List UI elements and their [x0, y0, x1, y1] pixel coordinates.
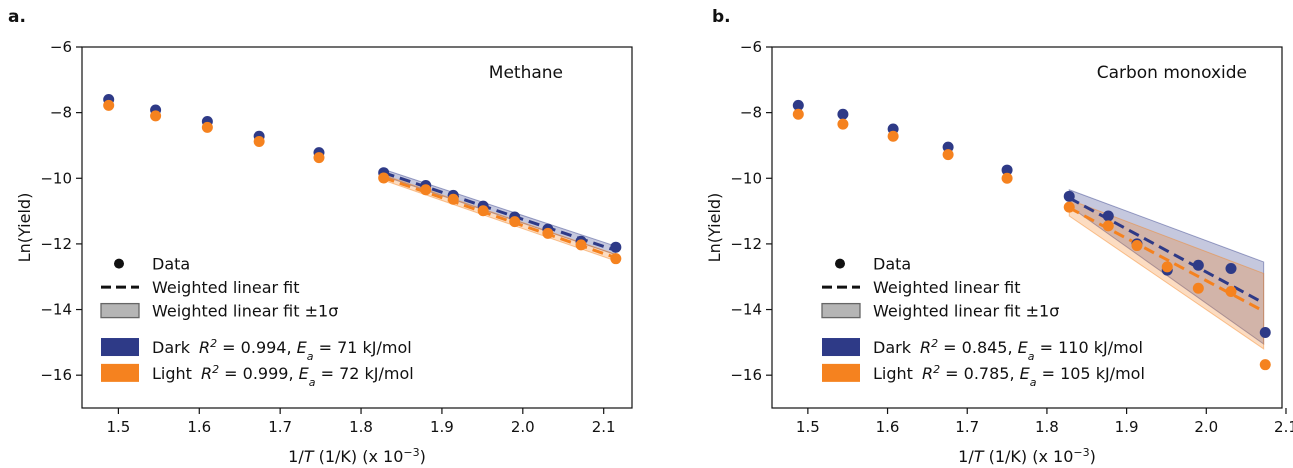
x-tick-label: 1.9: [430, 418, 454, 436]
data-point-light: [447, 193, 459, 205]
data-point-light: [1161, 261, 1173, 273]
data-point-light: [1259, 359, 1271, 371]
carbon-monoxide-chart-svg: b. 1.5 1.6 1.7 1.8 1.9 2.0 2.1 −6 −8 −10 −12 −14 −16 1…: [705, 7, 1293, 467]
legend-data-marker: [835, 258, 845, 269]
legend-swatch-light: [822, 363, 860, 382]
x-tick-label: 2.1: [592, 418, 616, 436]
data-point-light: [792, 108, 804, 120]
data-point-light: [378, 172, 390, 184]
methane-chart-svg: a. 1.5 1.6 1.7 1.8 1.9 2.0 2.1 −6 −8 −10 −12 −14 −16 1…: [8, 7, 633, 467]
fit-line-dark: [1068, 196, 1265, 305]
y-tick-label: −14: [730, 301, 762, 319]
legend-fit-label: Weighted linear fit: [873, 278, 1021, 297]
legend-label-dark: Dark R2 = 0.845, Ea = 110 kJ/mol: [873, 337, 1143, 363]
data-point-dark: [1225, 263, 1237, 275]
y-tick-label: −14: [40, 301, 72, 319]
x-tick-label: 2.0: [511, 418, 535, 436]
data-point-light: [1131, 240, 1143, 252]
data-point-light: [1225, 285, 1237, 297]
data-point-dark: [1259, 327, 1271, 339]
data-point-light: [509, 216, 521, 228]
y-tick-label: −6: [50, 38, 72, 56]
chart-annotation: Methane: [489, 63, 563, 83]
data-point-light: [1192, 282, 1204, 294]
data-point-light: [420, 184, 432, 196]
legend-swatch-light: [101, 363, 139, 382]
panel-label: a.: [8, 7, 26, 27]
x-tick-label: 1.5: [106, 418, 130, 436]
data-point-light: [150, 110, 162, 122]
data-point-light: [201, 121, 213, 133]
x-tick-label: 1.6: [187, 418, 211, 436]
y-tick-label: −10: [40, 169, 72, 187]
y-tick-label: −6: [740, 38, 762, 56]
data-point-dark: [1063, 190, 1075, 202]
y-tick-label: −10: [730, 169, 762, 187]
x-tick-label: 1.6: [876, 418, 900, 436]
data-point-dark: [1192, 259, 1204, 271]
data-point-light: [253, 136, 265, 148]
data-point-dark: [942, 141, 954, 153]
legend-label-light: Light R2 = 0.785, Ea = 105 kJ/mol: [873, 362, 1145, 388]
panel-label: b.: [712, 7, 731, 27]
x-axis-label: 1/T (1/K) (x 10−3): [958, 446, 1096, 467]
data-point-light: [1001, 172, 1013, 184]
data-point-light: [610, 253, 622, 265]
legend-band-label: Weighted linear fit ±1σ: [152, 302, 338, 321]
legend-data-label: Data: [152, 255, 190, 274]
data-point-light: [942, 149, 954, 161]
y-tick-label: −12: [40, 235, 72, 253]
legend-swatch-dark: [101, 338, 139, 357]
x-tick-label: 2.1: [1274, 418, 1293, 436]
y-tick-label: −8: [50, 104, 72, 122]
legend-label-dark: Dark R2 = 0.994, Ea = 71 kJ/mol: [152, 337, 412, 363]
chart-panel-carbon-monoxide: b. 1.5 1.6 1.7 1.8 1.9 2.0 2.1 −6 −8 −10 −12 −14 −16 1…: [647, 0, 1293, 468]
x-axis-label: 1/T (1/K) (x 10−3): [288, 446, 426, 467]
y-axis-label: Ln(Yield): [15, 193, 34, 263]
data-point-dark: [792, 99, 804, 111]
data-point-light: [313, 152, 325, 164]
x-tick-label: 1.9: [1115, 418, 1139, 436]
legend-band-label: Weighted linear fit ±1σ: [873, 302, 1059, 321]
data-point-light: [477, 205, 489, 217]
y-tick-label: −12: [730, 235, 762, 253]
legend-data-marker: [114, 258, 124, 269]
y-tick-label: −16: [40, 366, 72, 384]
legend-band-marker: [100, 302, 140, 319]
legend-label-light: Light R2 = 0.999, Ea = 72 kJ/mol: [152, 362, 414, 388]
data-point-light: [103, 99, 115, 111]
x-tick-label: 2.0: [1194, 418, 1218, 436]
data-point-light: [1102, 220, 1114, 232]
x-tick-label: 1.8: [349, 418, 373, 436]
data-point-dark: [610, 241, 622, 253]
legend-band-marker: [821, 302, 861, 319]
data-point-dark: [1001, 164, 1013, 176]
x-tick-label: 1.7: [268, 418, 292, 436]
x-tick-label: 1.5: [796, 418, 820, 436]
data-point-light: [837, 118, 849, 130]
data-point-dark: [1102, 210, 1114, 222]
chart-panel-methane: a. 1.5 1.6 1.7 1.8 1.9 2.0 2.1 −6 −8 −10 −12 −14 −16 1…: [0, 0, 646, 468]
x-tick-label: 1.7: [955, 418, 979, 436]
data-point-light: [887, 130, 899, 142]
y-axis-label: Ln(Yield): [705, 193, 724, 263]
y-tick-label: −16: [730, 366, 762, 384]
data-point-dark: [837, 108, 849, 120]
data-point-light: [542, 227, 554, 239]
plot-frame: [81, 46, 633, 409]
fit-line-light: [1068, 206, 1265, 313]
y-tick-label: −8: [740, 104, 762, 122]
x-tick-label: 1.8: [1035, 418, 1059, 436]
legend-fit-label: Weighted linear fit: [152, 278, 300, 297]
legend-data-label: Data: [873, 255, 911, 274]
legend-swatch-dark: [822, 338, 860, 357]
plot-frame: [771, 46, 1283, 409]
data-point-light: [575, 239, 587, 251]
data-point-light: [1063, 201, 1075, 213]
chart-annotation: Carbon monoxide: [1097, 63, 1247, 83]
